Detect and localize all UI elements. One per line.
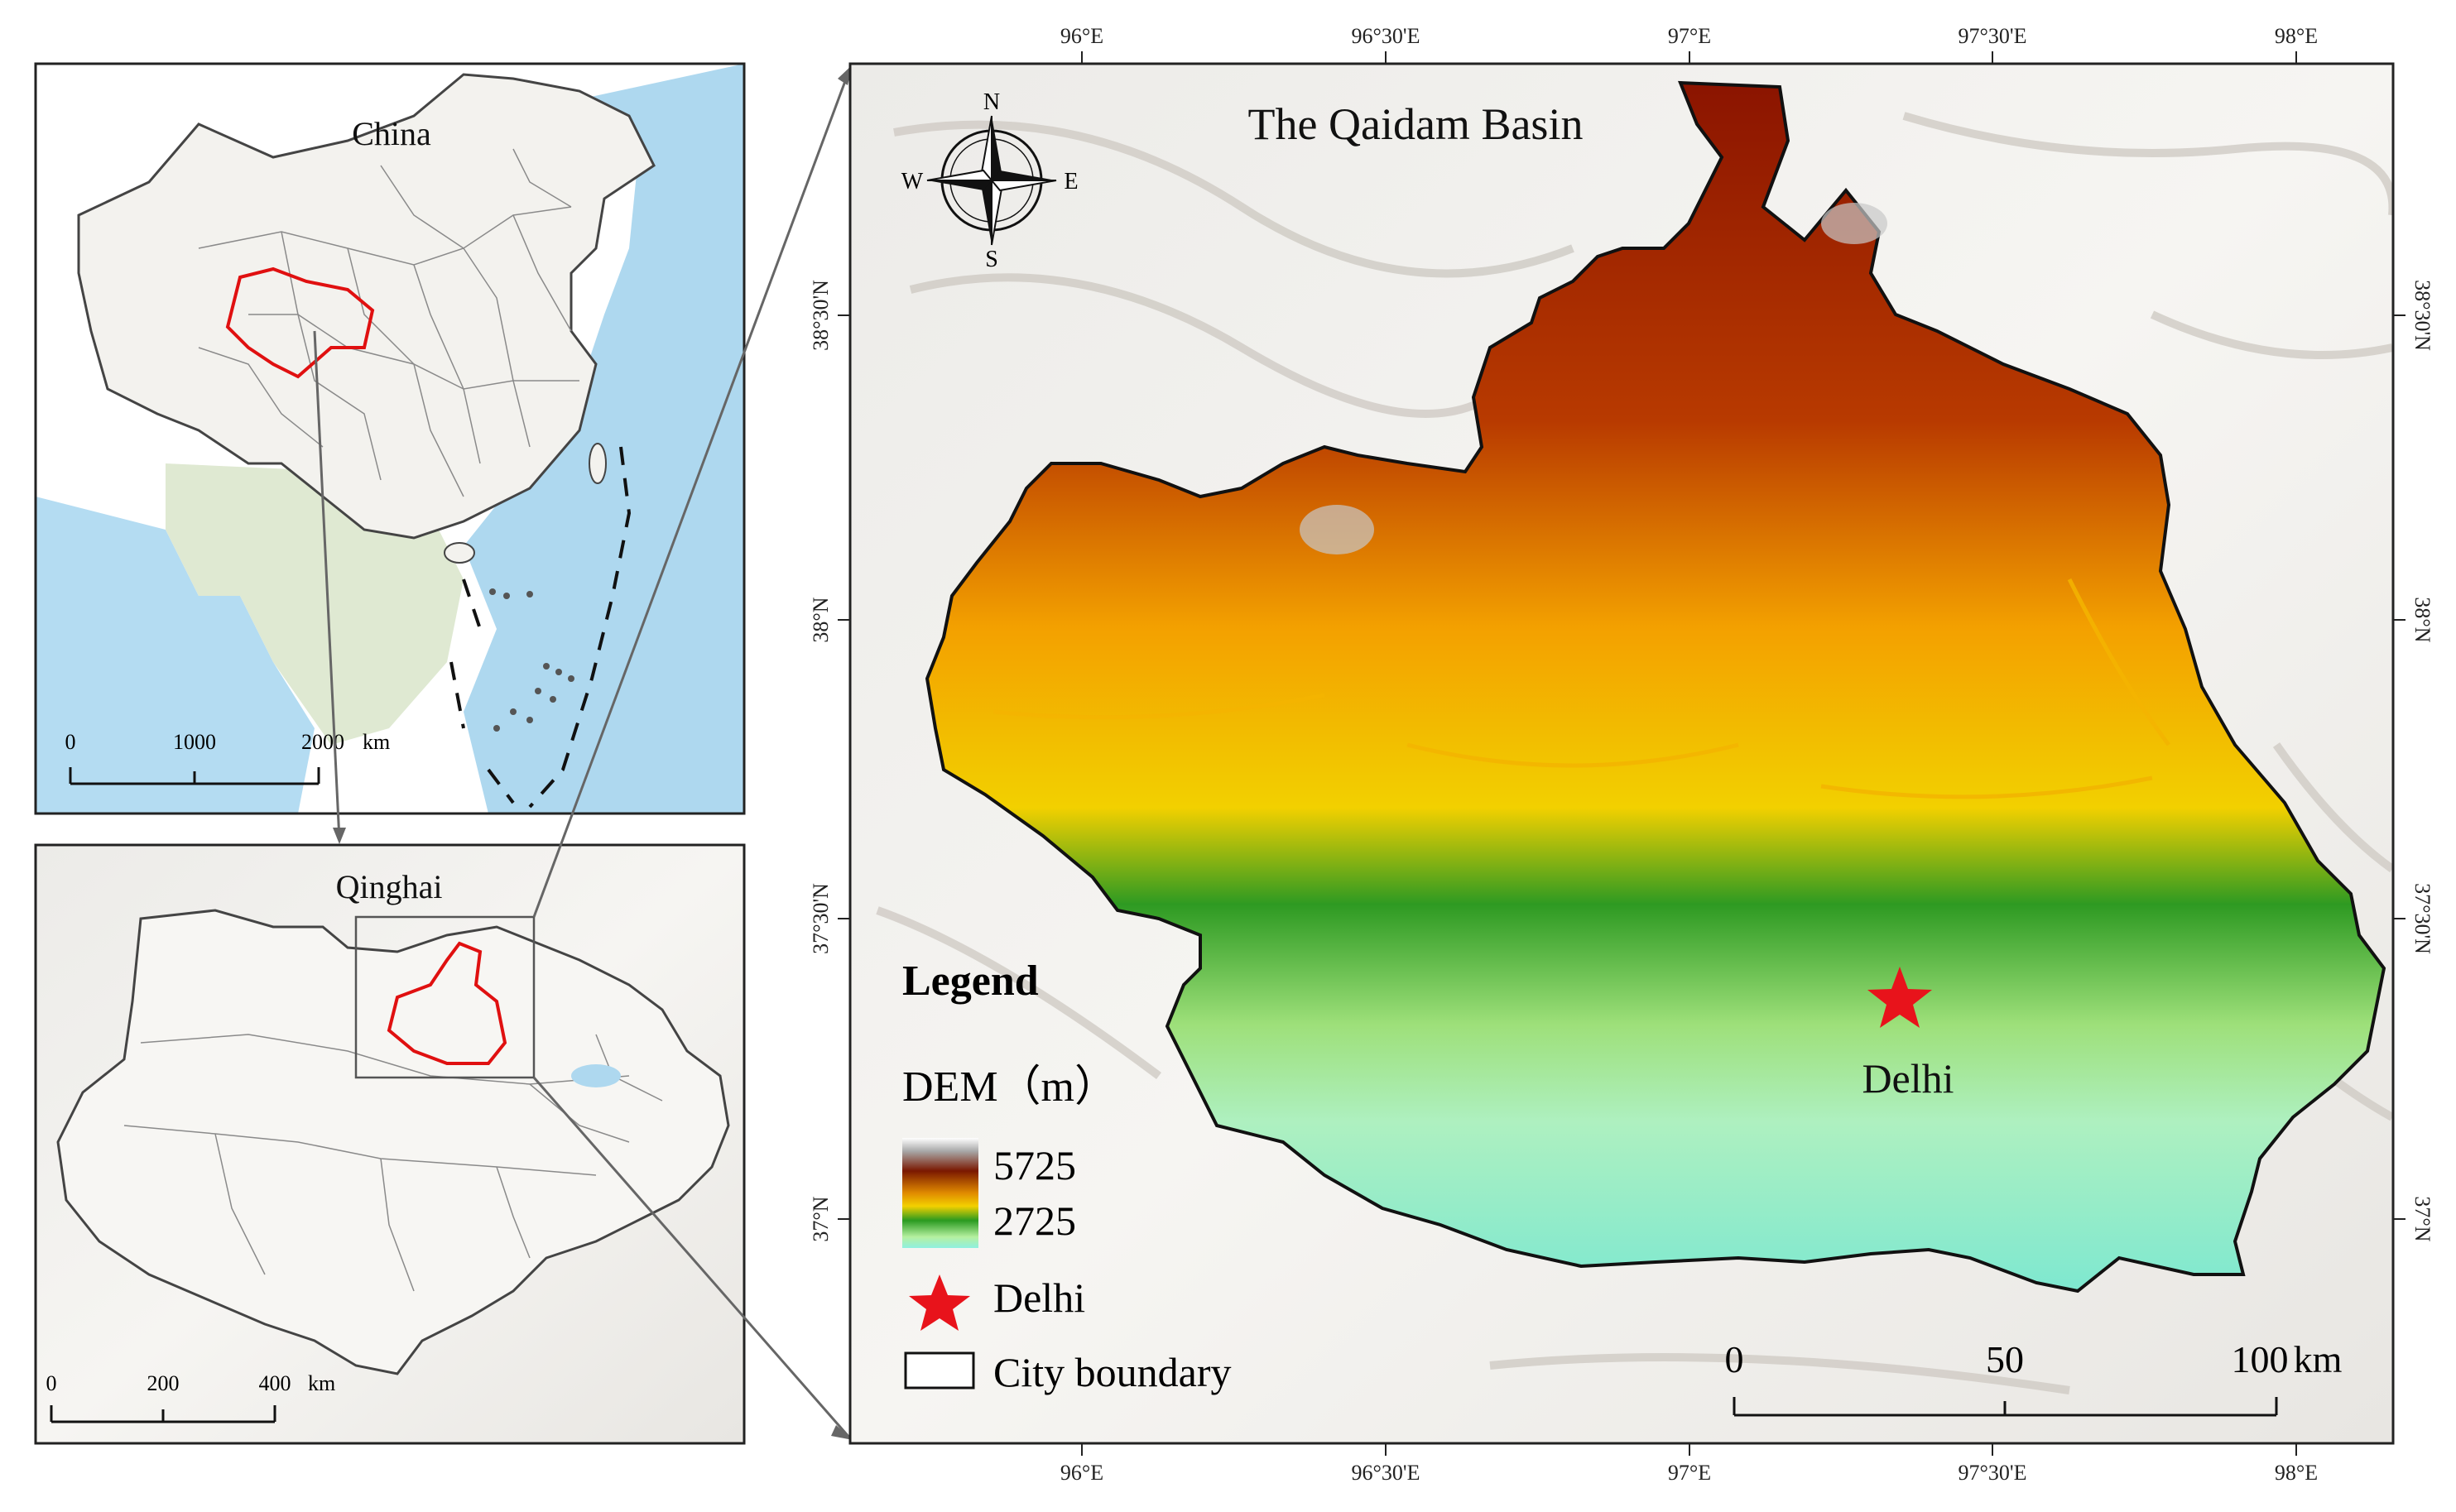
graticule: 96°E 96°30'E 97°E 97°30'E 98°E 96°E 96°3…: [809, 24, 2434, 1485]
main-scale-bar: 0 50 100 km: [1725, 1338, 2343, 1417]
ocean-area-south: [36, 497, 315, 814]
main-scale-tick-0: 0: [1725, 1338, 1744, 1380]
study-area-box: [354, 915, 536, 1079]
lon-top-1: 96°30'E: [1352, 24, 1420, 48]
lon-bottom-4: 98°E: [2275, 1461, 2318, 1485]
compass-s: S: [985, 247, 998, 272]
lon-top-4: 98°E: [2275, 24, 2318, 48]
lon-bottom-3: 97°30'E: [1959, 1461, 2027, 1485]
delhi-map-label: Delhi: [1862, 1055, 1954, 1102]
china-scale-bar: 0 1000 2000 km: [65, 730, 390, 785]
qinghai-scale-tick-1: 200: [147, 1371, 180, 1395]
qaidam-basin-dem: [925, 80, 2386, 1294]
lon-bottom-2: 97°E: [1668, 1461, 1711, 1485]
qinghai-label: Qinghai: [336, 868, 443, 905]
dem-valley-texture: [992, 578, 2171, 799]
legend-boundary-label: City boundary: [993, 1349, 1231, 1395]
china-scale-unit: km: [363, 730, 390, 754]
lon-top-3: 97°30'E: [1959, 24, 2027, 48]
compass-n: N: [983, 89, 1000, 115]
legend-star-label: Delhi: [993, 1274, 1085, 1321]
delhi-star-marker: [1867, 967, 1932, 1028]
china-label: China: [352, 115, 431, 152]
lat-right-1: 38°N: [2410, 597, 2434, 642]
legend-dem-min: 2725: [993, 1198, 1076, 1244]
main-map: Delhi The Qaidam Basin N S E W Legend: [850, 64, 2393, 1443]
hainan-island: [444, 542, 475, 564]
legend-dem-ramp: [902, 1138, 978, 1248]
dem-grey-peaks: [1300, 203, 1887, 554]
haixi-highlight: [387, 941, 507, 1065]
qinghai-scale-tick-2: 400: [259, 1371, 291, 1395]
qinghai-scale-tick-0: 0: [46, 1371, 57, 1395]
north-arrow-compass: N S E W: [901, 89, 1079, 272]
qinghai-inset-map: Qinghai 0 200 400 km: [36, 845, 744, 1443]
main-map-frame: [848, 62, 2395, 1445]
lat-right-2: 37°30'N: [2410, 883, 2434, 954]
qinghai-inset-frame: [34, 843, 746, 1445]
lat-left-2: 37°30'N: [809, 883, 833, 954]
legend: Legend DEM（m） 5725 2725 Delhi City bound…: [902, 958, 1231, 1395]
legend-boundary-icon: [904, 1351, 975, 1390]
qinghai-highlight: [225, 266, 375, 379]
lat-left-1: 38°N: [809, 597, 833, 642]
province-boundaries: [198, 148, 579, 497]
lat-right-3: 37°N: [2410, 1196, 2434, 1241]
lat-left-0: 38°30'N: [809, 280, 833, 351]
china-scale-tick-2: 2000: [301, 730, 344, 754]
legend-dem-label: DEM（m）: [902, 1063, 1117, 1111]
lat-right-0: 38°30'N: [2410, 280, 2434, 351]
qinghai-scale-bar: 0 200 400 km: [46, 1371, 335, 1423]
taiwan-island: [589, 443, 607, 484]
qinghai-scale-unit: km: [308, 1371, 335, 1395]
legend-title: Legend: [902, 958, 1039, 1005]
lat-left-3: 37°N: [809, 1196, 833, 1241]
hillshade-ridges: [876, 112, 2393, 1394]
dashed-line: [449, 446, 632, 809]
main-scale-tick-1: 50: [1986, 1338, 2024, 1380]
lon-bottom-1: 96°30'E: [1352, 1461, 1420, 1485]
main-map-title: The Qaidam Basin: [1248, 99, 1584, 149]
china-inset-map: China 0 1000 2000 km: [36, 64, 744, 814]
legend-dem-max: 5725: [993, 1142, 1076, 1188]
legend-star-icon: [909, 1274, 970, 1331]
china-to-qinghai-arrow: [313, 330, 346, 844]
lon-top-0: 96°E: [1060, 24, 1103, 48]
qinghai-internal-boundaries: [123, 1034, 663, 1292]
islands: [489, 588, 574, 732]
main-scale-unit: km: [2294, 1338, 2343, 1380]
ocean-area: [464, 64, 744, 814]
qinghai-outline: [56, 909, 730, 1375]
compass-w: W: [901, 169, 924, 194]
china-scale-tick-1: 1000: [173, 730, 216, 754]
lon-bottom-0: 96°E: [1060, 1461, 1103, 1485]
china-inset-frame: [34, 62, 746, 815]
qinghai-lake: [571, 1064, 621, 1087]
main-scale-tick-2: 100: [2232, 1338, 2289, 1380]
compass-e: E: [1064, 169, 1078, 194]
lon-top-2: 97°E: [1668, 24, 1711, 48]
china-scale-tick-0: 0: [65, 730, 76, 754]
